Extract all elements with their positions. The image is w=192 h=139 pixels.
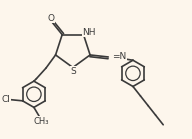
- Text: S: S: [70, 67, 76, 75]
- Text: NH: NH: [82, 28, 96, 37]
- Text: =N: =N: [112, 52, 126, 61]
- Text: Cl: Cl: [2, 95, 10, 104]
- Text: CH₃: CH₃: [33, 117, 49, 126]
- Text: O: O: [47, 13, 54, 23]
